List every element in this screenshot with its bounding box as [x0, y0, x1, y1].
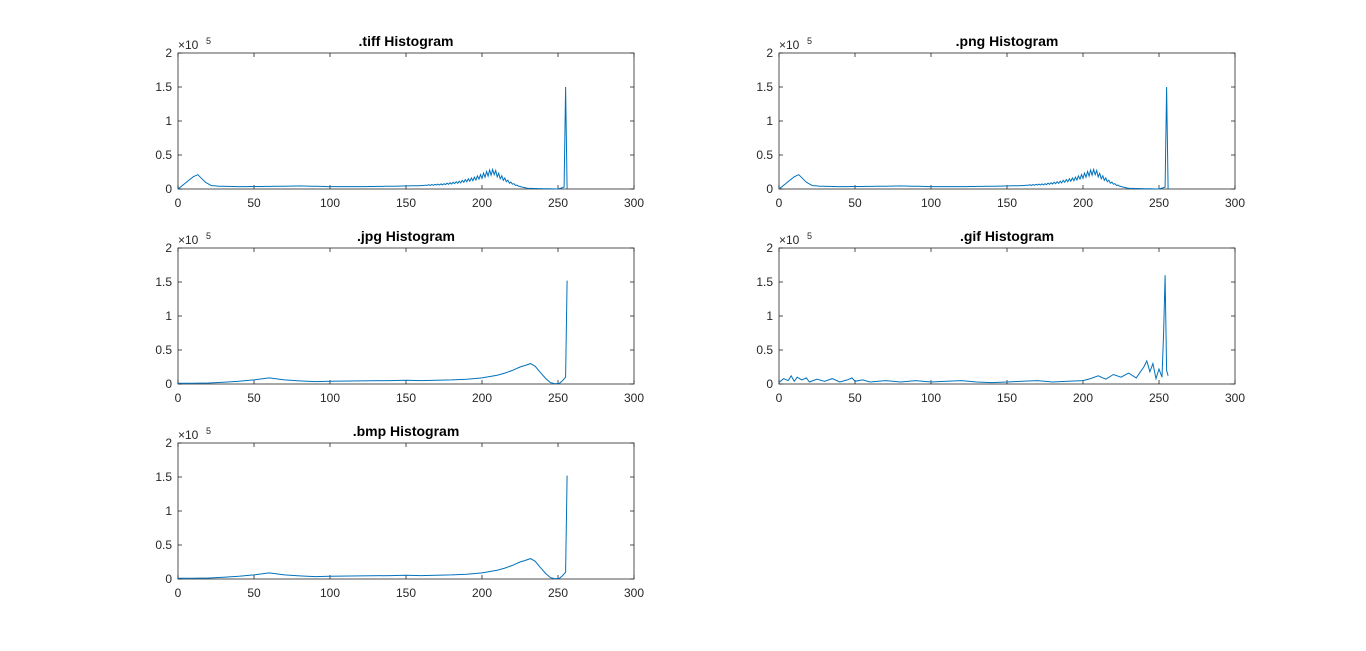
series-line [177, 86, 568, 190]
x-tick-label: 0 [175, 586, 182, 600]
x-tick-label: 50 [848, 196, 862, 210]
x-tick-label: 50 [848, 391, 862, 405]
x-tick-label: 0 [776, 391, 783, 405]
x-tick-label: 300 [624, 586, 644, 600]
y-tick-label: 0 [165, 182, 172, 196]
y-exponent-power: 5 [807, 36, 812, 46]
y-tick-label: 0.5 [155, 538, 172, 552]
x-tick-label: 200 [1073, 196, 1093, 210]
x-tick-label: 250 [1149, 196, 1169, 210]
x-tick-label: 100 [320, 586, 340, 600]
x-tick-label: 200 [472, 196, 492, 210]
x-tick-label: 0 [175, 391, 182, 405]
y-tick-label: 1 [165, 504, 172, 518]
series-line [778, 86, 1169, 190]
y-exponent-label: ×10 [779, 233, 800, 247]
y-tick-label: 0 [165, 377, 172, 391]
x-tick-label: 300 [624, 196, 644, 210]
y-tick-label: 1 [165, 309, 172, 323]
y-exponent-label: ×10 [178, 428, 199, 442]
x-tick-label: 150 [396, 196, 416, 210]
y-tick-label: 0 [766, 182, 773, 196]
y-tick-label: 1 [766, 309, 773, 323]
x-tick-label: 50 [247, 391, 261, 405]
x-tick-label: 50 [247, 586, 261, 600]
panel-png: .png Histogram 0 50 100 150 200 250 300 0 0.5 1 1.… [756, 33, 1245, 210]
y-tick-label: 0.5 [155, 148, 172, 162]
chart-title: .gif Histogram [960, 228, 1054, 244]
x-tick-label: 300 [1225, 196, 1245, 210]
x-tick-label: 150 [997, 391, 1017, 405]
x-tick-label: 250 [548, 196, 568, 210]
y-tick-label: 0 [766, 377, 773, 391]
y-tick-label: 2 [165, 241, 172, 255]
x-tick-label: 100 [320, 196, 340, 210]
x-tick-label: 200 [1073, 391, 1093, 405]
y-tick-label: 1.5 [756, 275, 773, 289]
y-tick-label: 1 [766, 114, 773, 128]
x-tick-label: 250 [1149, 391, 1169, 405]
y-tick-label: 0.5 [756, 343, 773, 357]
x-tick-label: 150 [997, 196, 1017, 210]
x-tick-label: 100 [320, 391, 340, 405]
chart-title: .bmp Histogram [353, 423, 460, 439]
y-tick-label: 1.5 [155, 275, 172, 289]
y-tick-label: 1 [165, 114, 172, 128]
chart-title: .png Histogram [956, 33, 1059, 49]
series-line [178, 475, 568, 580]
plot-area [177, 52, 635, 190]
x-tick-label: 50 [247, 196, 261, 210]
chart-title: .jpg Histogram [357, 228, 455, 244]
y-tick-label: 0 [165, 572, 172, 586]
panel-gif: .gif Histogram 0 50 100 150 200 250 300 0 0.5 1 1.… [756, 228, 1245, 405]
x-tick-label: 150 [396, 586, 416, 600]
panel-jpg: .jpg Histogram 0 50 100 150 200 250 300 0 0.5 1 1.… [155, 228, 644, 405]
y-tick-label: 0.5 [756, 148, 773, 162]
plot-area [177, 247, 635, 385]
y-tick-label: 2 [165, 436, 172, 450]
y-tick-label: 2 [766, 46, 773, 60]
x-tick-label: 300 [1225, 391, 1245, 405]
panel-bmp: .bmp Histogram 0 50 100 150 200 250 300 0 0.5 1 1.… [155, 423, 644, 600]
y-exponent-label: ×10 [178, 233, 199, 247]
series-line [178, 280, 568, 385]
y-tick-label: 2 [165, 46, 172, 60]
y-tick-label: 2 [766, 241, 773, 255]
x-tick-label: 100 [921, 196, 941, 210]
y-exponent-label: ×10 [178, 38, 199, 52]
x-tick-label: 0 [175, 196, 182, 210]
y-tick-label: 1.5 [155, 80, 172, 94]
y-exponent-power: 5 [807, 231, 812, 241]
y-exponent-label: ×10 [779, 38, 800, 52]
x-tick-label: 100 [921, 391, 941, 405]
y-exponent-power: 5 [206, 231, 211, 241]
y-exponent-power: 5 [206, 36, 211, 46]
y-tick-label: 0.5 [155, 343, 172, 357]
y-tick-label: 1.5 [756, 80, 773, 94]
x-tick-label: 300 [624, 391, 644, 405]
x-tick-label: 200 [472, 391, 492, 405]
plot-area [778, 52, 1236, 190]
panel-tiff: .tiff Histogram 0 50 100 150 200 250 300 0 0.5 1 1… [155, 33, 644, 210]
chart-title: .tiff Histogram [359, 33, 454, 49]
x-tick-label: 200 [472, 586, 492, 600]
x-tick-label: 250 [548, 391, 568, 405]
x-tick-label: 250 [548, 586, 568, 600]
x-tick-label: 150 [396, 391, 416, 405]
y-tick-label: 1.5 [155, 470, 172, 484]
x-tick-label: 0 [776, 196, 783, 210]
series-line [778, 275, 1169, 384]
y-exponent-power: 5 [206, 426, 211, 436]
